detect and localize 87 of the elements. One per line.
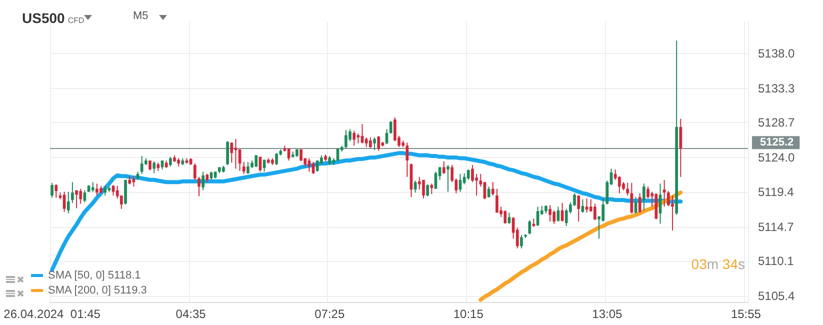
legend-label: SMA [200, 0] 5119.3 bbox=[48, 284, 147, 296]
candlestick bbox=[124, 179, 127, 205]
candlestick bbox=[246, 162, 250, 174]
candlestick bbox=[389, 120, 392, 134]
candlestick bbox=[536, 206, 540, 227]
text: M5 bbox=[133, 10, 148, 22]
candlestick bbox=[528, 220, 532, 235]
candlestick bbox=[446, 164, 450, 192]
candlestick bbox=[316, 160, 319, 172]
candlestick bbox=[104, 185, 107, 196]
candlestick bbox=[671, 195, 674, 232]
candlestick bbox=[377, 135, 380, 152]
candlestick bbox=[344, 129, 348, 150]
candlestick bbox=[50, 182, 54, 198]
candlestick bbox=[552, 210, 556, 224]
candlestick bbox=[626, 182, 630, 196]
candlestick bbox=[504, 210, 507, 224]
candlestick bbox=[646, 186, 650, 199]
y-tick-label: 5133.3 bbox=[758, 81, 796, 96]
candlestick bbox=[71, 182, 74, 204]
y-tick-label: 5128.7 bbox=[758, 116, 796, 130]
y-tick-label: 5105.4 bbox=[758, 289, 796, 304]
candlestick bbox=[91, 182, 94, 192]
candlestick bbox=[79, 188, 82, 204]
candlestick bbox=[287, 148, 290, 162]
candlestick bbox=[230, 142, 234, 164]
ref-line-label: 5125.2 bbox=[760, 136, 794, 149]
candlestick bbox=[75, 190, 78, 209]
candlestick bbox=[422, 179, 425, 199]
candlestick bbox=[393, 116, 396, 142]
chart-title: US500 bbox=[22, 10, 65, 26]
x-tick-label: 13:05 bbox=[592, 307, 623, 321]
candlestick bbox=[373, 136, 376, 151]
candlestick bbox=[638, 192, 642, 214]
candlestick bbox=[198, 176, 200, 197]
x-tick-label: 07:25 bbox=[314, 307, 345, 321]
candlestick bbox=[442, 160, 446, 174]
candlestick bbox=[242, 162, 246, 174]
candlestick bbox=[594, 203, 596, 221]
candlestick bbox=[491, 182, 494, 196]
candlestick bbox=[202, 171, 204, 191]
candlestick bbox=[426, 184, 429, 197]
candlestick bbox=[679, 118, 682, 178]
candlestick bbox=[630, 182, 634, 214]
candlestick bbox=[364, 136, 368, 148]
candlestick bbox=[564, 208, 568, 227]
candlestick bbox=[430, 183, 434, 195]
candlestick bbox=[132, 176, 136, 188]
candlestick bbox=[618, 176, 621, 194]
candlestick bbox=[148, 160, 152, 171]
x-tick-label: 26.04.2024 01:45 bbox=[4, 307, 101, 321]
candlestick bbox=[548, 204, 552, 222]
x-tick-label: 15:55 bbox=[730, 307, 762, 321]
candlestick bbox=[496, 188, 498, 214]
candlestick bbox=[96, 183, 98, 196]
candlestick bbox=[577, 195, 580, 222]
legend-label: SMA [50, 0] 5118.1 bbox=[48, 270, 141, 282]
x-tick-label: 10:15 bbox=[453, 307, 484, 321]
chart-subtitle: CFD bbox=[68, 16, 84, 25]
candlestick bbox=[602, 198, 605, 222]
candlestick bbox=[466, 168, 470, 180]
candlestick bbox=[168, 156, 172, 167]
y-tick-label: 5124.0 bbox=[758, 150, 796, 165]
candlestick bbox=[54, 184, 58, 198]
candlestick bbox=[520, 234, 523, 249]
candlestick bbox=[275, 152, 278, 166]
line-series bbox=[478, 190, 683, 302]
y-tick-label: 5110.1 bbox=[758, 254, 794, 268]
candlestick bbox=[666, 190, 670, 206]
y-tick-label: 5138.0 bbox=[758, 46, 796, 60]
candlestick bbox=[642, 183, 646, 211]
candlestick bbox=[356, 133, 360, 144]
annotation: 03m 34s bbox=[691, 256, 745, 272]
y-tick-label: 5119.4 bbox=[758, 184, 794, 199]
candlestick bbox=[226, 140, 229, 166]
candlestick bbox=[414, 180, 417, 194]
candlestick bbox=[352, 130, 356, 146]
candlestick bbox=[140, 156, 144, 174]
candlestick bbox=[152, 160, 156, 174]
candlestick bbox=[66, 191, 70, 214]
candlestick bbox=[406, 142, 409, 178]
candlestick bbox=[471, 164, 474, 183]
candlestick bbox=[662, 179, 666, 208]
x-tick-label: 04:35 bbox=[176, 307, 206, 321]
candlestick bbox=[369, 136, 372, 148]
y-tick-label: 5114.7 bbox=[758, 220, 794, 234]
candlestick bbox=[193, 162, 196, 180]
